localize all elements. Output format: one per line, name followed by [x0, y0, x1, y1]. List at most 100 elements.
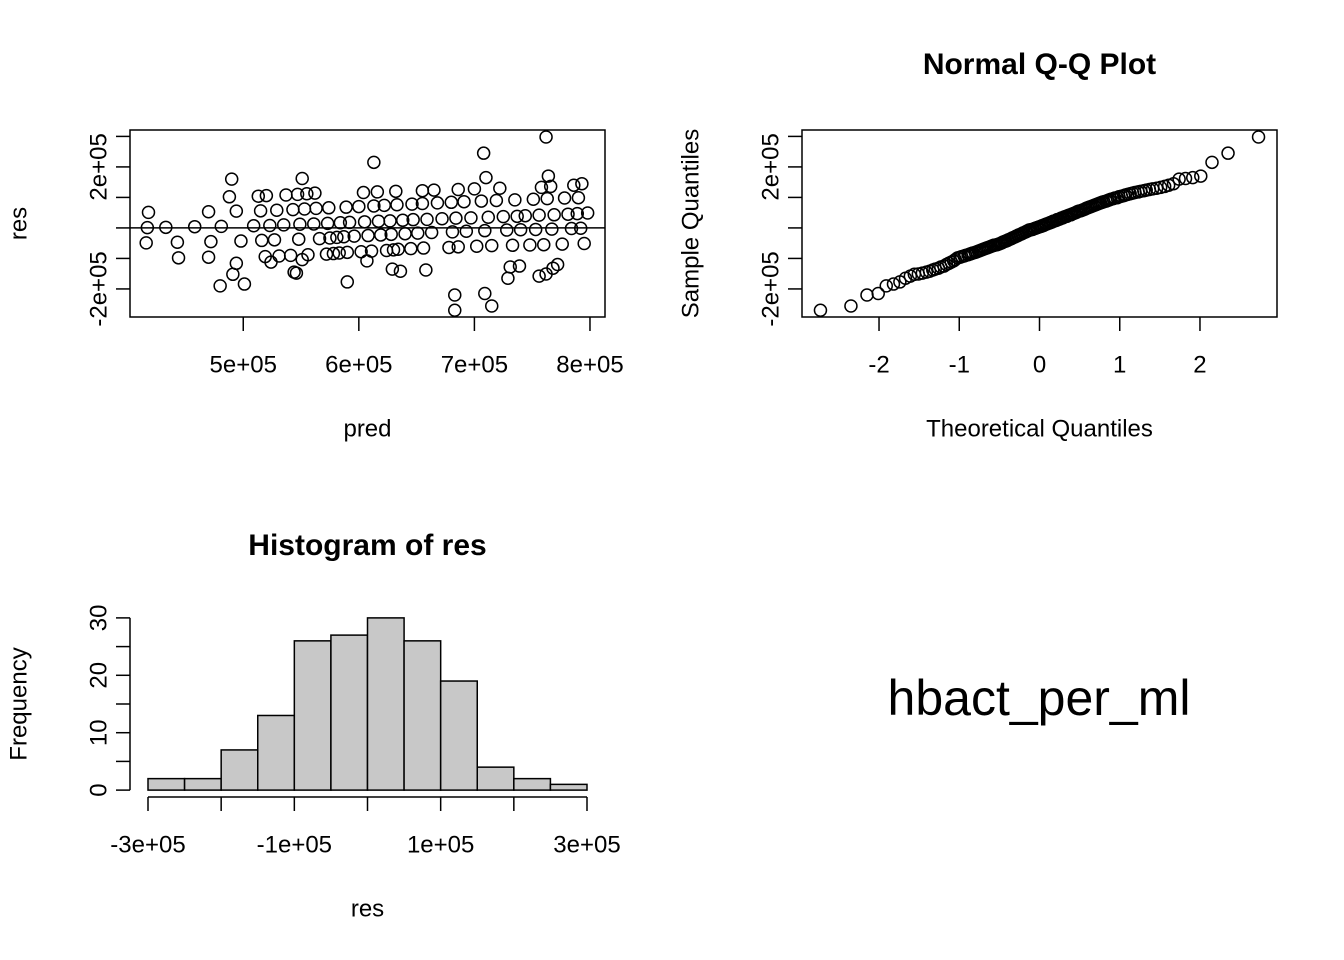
x-tick-label: -2	[868, 351, 889, 378]
point	[308, 186, 322, 200]
point	[510, 209, 524, 224]
point	[187, 219, 202, 234]
point	[287, 265, 301, 279]
y-tick-label: -2e+05	[85, 251, 112, 326]
point	[478, 223, 492, 238]
point	[361, 228, 375, 243]
point	[384, 227, 398, 242]
point	[580, 206, 595, 220]
point	[255, 233, 269, 248]
point	[469, 239, 484, 253]
histogram-bar	[476, 766, 515, 791]
chart-title: Normal Q-Q Plot	[923, 48, 1156, 81]
point	[312, 231, 327, 246]
point	[532, 269, 546, 283]
y-tick-label: 0	[85, 783, 112, 796]
point	[390, 197, 404, 212]
point	[283, 248, 298, 263]
point	[474, 194, 489, 208]
point	[1172, 172, 1186, 186]
y-tick-label: 20	[85, 662, 112, 689]
point	[451, 182, 465, 197]
point	[415, 183, 430, 198]
histogram-bar	[403, 640, 442, 791]
point	[512, 259, 527, 273]
point	[1221, 146, 1235, 160]
y-axis-label: res	[5, 207, 32, 240]
point	[427, 183, 441, 197]
point	[476, 146, 491, 160]
point	[496, 209, 511, 224]
histogram-bar	[330, 634, 369, 791]
point	[259, 188, 274, 203]
point	[813, 303, 828, 318]
point	[323, 231, 337, 245]
point	[267, 233, 282, 247]
x-tick-label: 0	[1033, 351, 1046, 378]
point	[364, 244, 379, 258]
point	[141, 205, 156, 220]
point	[445, 225, 460, 239]
point	[234, 234, 248, 248]
histogram-bar	[293, 640, 332, 791]
point	[489, 193, 504, 208]
point	[536, 237, 551, 252]
point	[333, 215, 348, 230]
point	[442, 240, 456, 255]
point	[1194, 169, 1208, 183]
point	[844, 299, 858, 313]
point	[300, 187, 314, 201]
histogram-bar	[256, 714, 296, 791]
point	[367, 199, 381, 213]
point	[543, 179, 558, 194]
plot-box	[129, 129, 606, 318]
point	[398, 226, 412, 241]
y-tick-label: 2e+05	[757, 133, 784, 200]
y-axis-label: Sample Quantiles	[677, 129, 704, 318]
point	[319, 247, 334, 261]
point	[201, 250, 216, 264]
y-axis-label: Frequency	[5, 647, 32, 760]
point	[478, 286, 492, 301]
point	[449, 211, 463, 225]
point	[532, 208, 546, 222]
point	[279, 188, 293, 202]
x-tick-label: 8e+05	[556, 351, 623, 378]
histogram-bar	[439, 680, 479, 791]
point	[430, 196, 445, 210]
x-axis-label: Theoretical Quantiles	[926, 415, 1153, 442]
point	[575, 176, 589, 191]
point	[567, 178, 581, 192]
point	[171, 251, 186, 265]
point	[420, 212, 434, 227]
y-tick-label: -2e+05	[757, 251, 784, 326]
y-tick-label: 30	[85, 605, 112, 632]
histogram-bar	[147, 777, 186, 791]
point	[229, 256, 244, 271]
point	[448, 288, 462, 302]
point	[326, 246, 341, 261]
point	[340, 245, 355, 260]
point	[546, 261, 560, 275]
point	[541, 169, 556, 183]
point	[528, 222, 543, 237]
point	[383, 214, 397, 228]
point	[879, 279, 893, 293]
point	[416, 241, 431, 255]
point	[263, 218, 277, 233]
point	[555, 237, 569, 251]
point	[170, 235, 185, 250]
point	[564, 221, 579, 236]
point	[513, 223, 528, 237]
point	[404, 241, 418, 256]
histogram-bar	[513, 777, 552, 791]
point	[307, 217, 321, 231]
point	[571, 190, 586, 205]
point	[159, 220, 173, 235]
point	[229, 204, 244, 218]
point	[523, 238, 537, 252]
point	[226, 267, 240, 282]
x-tick-label: 1	[1113, 351, 1126, 378]
point	[286, 202, 300, 217]
point	[295, 171, 309, 186]
